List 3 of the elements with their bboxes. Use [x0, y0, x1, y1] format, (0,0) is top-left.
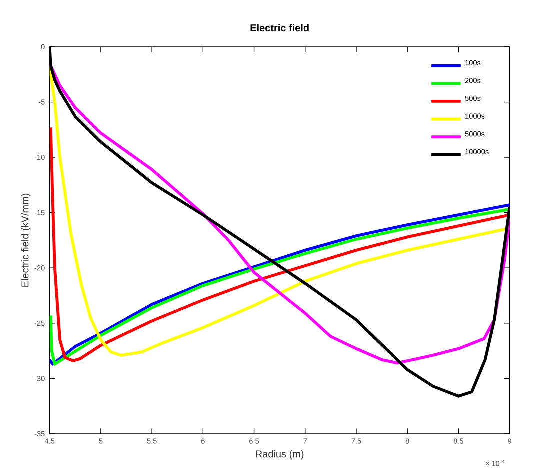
x-axis-title: Radius (m): [256, 450, 304, 460]
chart-title: Electric field: [250, 24, 309, 32]
y-axis-title: Electric field (kV/mm): [21, 194, 31, 287]
